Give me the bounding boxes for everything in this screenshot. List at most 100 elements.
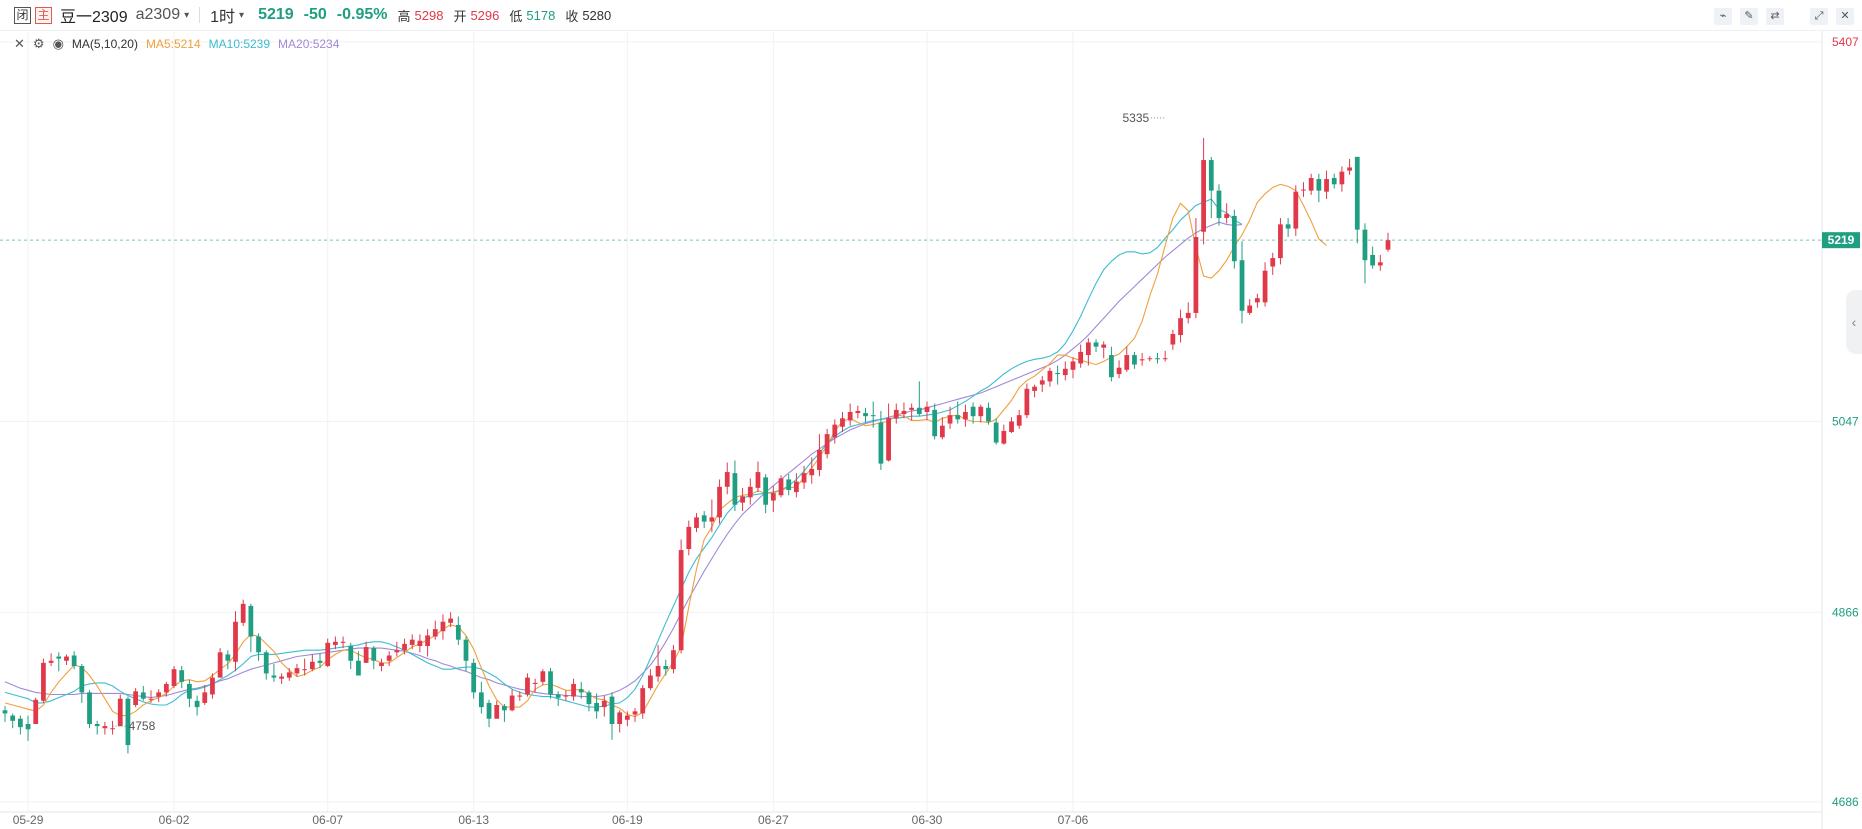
candle-body	[371, 648, 377, 661]
indicator-legend: ✕ ⚙ ◉ MA(5,10,20) MA5:5214 MA10:5239 MA2…	[14, 36, 339, 52]
close-label: 收	[565, 8, 579, 24]
candle-body	[1370, 254, 1376, 266]
remove-indicator-icon[interactable]: ✕	[14, 36, 25, 51]
current-price-label: 5219	[1828, 233, 1855, 247]
candle	[1162, 350, 1168, 362]
candle-body	[901, 410, 907, 415]
candle	[217, 648, 223, 678]
settings-icon[interactable]: ⚙	[32, 36, 45, 51]
candle	[71, 651, 77, 670]
candle-body	[240, 603, 246, 623]
candle-body	[563, 695, 569, 697]
candle	[256, 633, 261, 661]
candle-body	[1247, 305, 1253, 313]
candle	[1009, 417, 1014, 434]
candle-body	[1301, 189, 1306, 191]
candle	[893, 403, 899, 424]
candle	[740, 487, 745, 512]
visibility-icon[interactable]: ◉	[52, 36, 64, 51]
candle-body	[1001, 430, 1007, 444]
candle	[624, 711, 630, 727]
compare-icon[interactable]: ⇄	[1766, 8, 1784, 25]
ma5-value: MA5:5214	[145, 37, 201, 51]
candle	[671, 644, 676, 674]
candle	[317, 653, 323, 669]
candle-body	[1016, 415, 1022, 426]
x-tick-label: 06-19	[612, 813, 643, 827]
candle-body	[617, 712, 623, 724]
period-selector[interactable]: 1时	[210, 9, 236, 26]
candle	[271, 663, 277, 682]
candle	[133, 688, 138, 708]
candle	[1347, 159, 1352, 175]
candle	[1093, 339, 1099, 352]
candle	[179, 666, 185, 689]
price-change-percent: -0.95%	[336, 6, 388, 23]
candle-body	[494, 705, 500, 719]
candle-body	[432, 629, 438, 637]
candle-body	[1032, 386, 1037, 391]
candle-body	[655, 666, 661, 677]
candle	[502, 703, 507, 722]
candle	[1270, 252, 1276, 275]
candle-body	[356, 660, 361, 676]
candle-body	[1147, 358, 1153, 360]
candle-body	[809, 468, 815, 476]
candle-body	[1039, 380, 1045, 385]
symbol-code[interactable]: a2309	[135, 6, 181, 23]
candle	[463, 636, 469, 672]
candle	[963, 404, 968, 427]
candle-body	[609, 696, 615, 724]
grid-lines	[0, 32, 1822, 812]
candle-body	[87, 692, 92, 724]
candle	[363, 641, 369, 663]
candle	[348, 642, 354, 670]
candle-body	[701, 515, 707, 522]
candle	[356, 651, 361, 676]
fullscreen-icon[interactable]: ⤢	[1810, 8, 1828, 25]
candle-body	[417, 640, 423, 646]
candle-body	[770, 493, 776, 501]
x-tick-label: 06-13	[458, 813, 489, 827]
candle-body	[847, 411, 853, 421]
candle-body	[724, 472, 730, 487]
candle-body	[309, 661, 315, 670]
candle-body	[425, 635, 430, 646]
x-tick-label: 05-29	[13, 813, 44, 827]
indicator-icon[interactable]: ⌁	[1714, 8, 1732, 25]
candles-group	[2, 137, 1391, 754]
ma20-line	[4, 221, 1243, 699]
candle	[847, 403, 853, 426]
candle	[1047, 367, 1053, 387]
draw-icon[interactable]: ✎	[1740, 8, 1758, 25]
candle-body	[1116, 367, 1122, 375]
symbol-name[interactable]: 豆一2309	[60, 9, 128, 26]
candle	[786, 474, 792, 496]
close-icon[interactable]: ✕	[1836, 8, 1854, 25]
candle	[41, 658, 46, 703]
candle	[1231, 209, 1237, 269]
candle-body	[1239, 260, 1245, 311]
candle	[1354, 156, 1360, 244]
collapse-panel-tab[interactable]: ‹	[1846, 290, 1862, 354]
candle	[1062, 361, 1068, 381]
period-dropdown-icon[interactable]: ▾	[239, 9, 245, 21]
candle-body	[1278, 224, 1283, 259]
x-tick-label: 06-27	[758, 813, 789, 827]
y-tick-label: 5047	[1832, 414, 1859, 428]
candle	[33, 697, 39, 724]
candle	[578, 681, 584, 699]
candle-body	[947, 415, 953, 424]
candle	[1370, 246, 1376, 269]
candle	[409, 634, 415, 650]
candle-body	[801, 473, 807, 483]
candle-body	[924, 406, 930, 412]
candle	[732, 460, 738, 512]
open-label: 开	[453, 8, 467, 24]
symbol-dropdown-icon[interactable]: ▾	[184, 9, 190, 21]
candle-body	[732, 473, 738, 505]
candle-body	[893, 409, 899, 419]
candle	[125, 696, 131, 754]
